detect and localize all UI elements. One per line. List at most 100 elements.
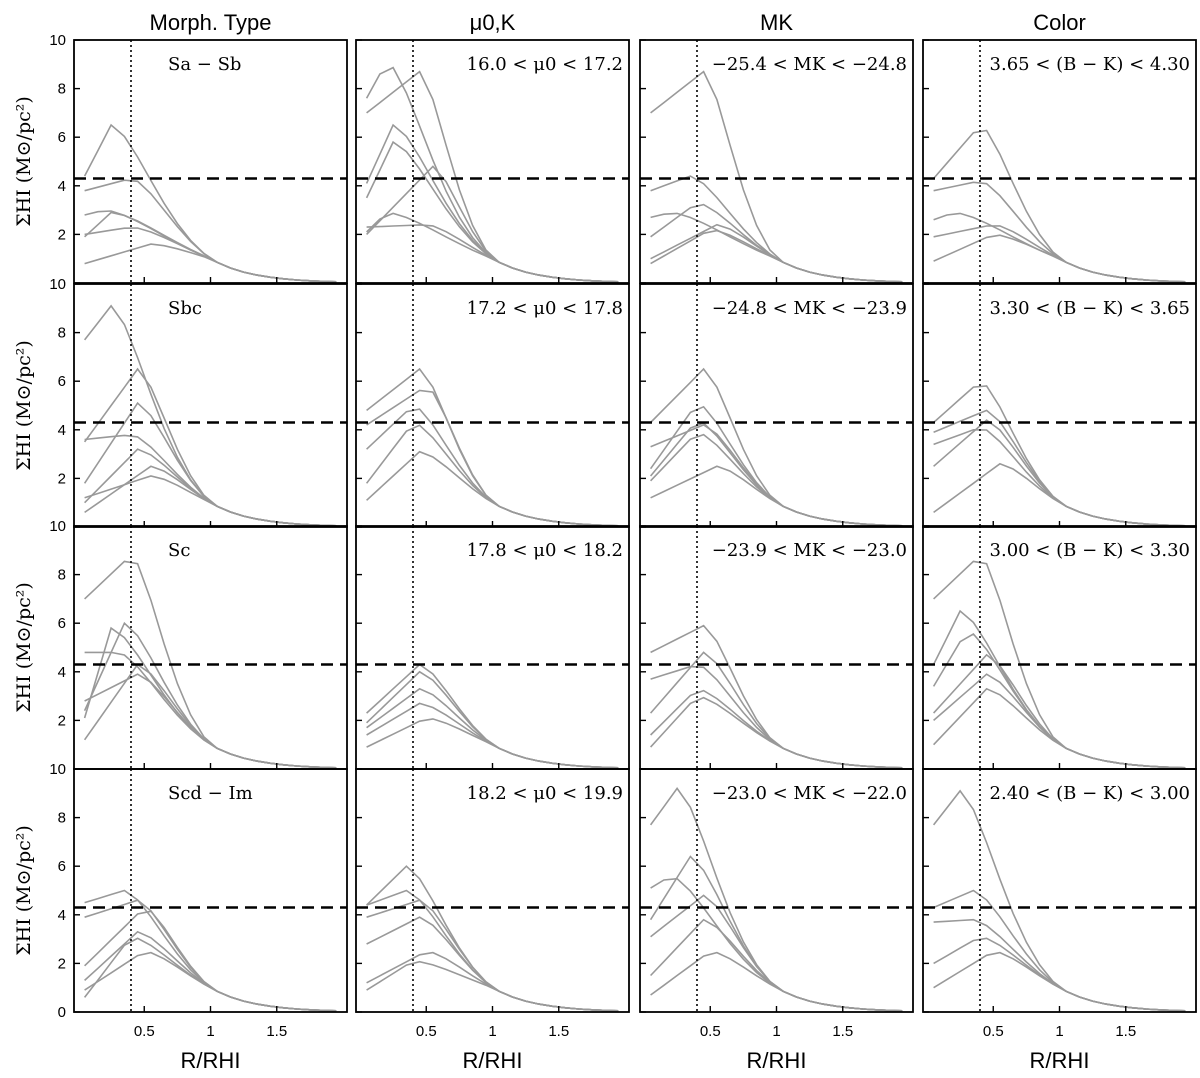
y-tick-label-3-0: 0 xyxy=(58,1004,66,1021)
profile-line-4-5 xyxy=(84,465,337,527)
x-axis-label-1: R/RHI xyxy=(463,1048,523,1073)
profile-line-9-1 xyxy=(366,670,619,769)
profile-line-1-1 xyxy=(366,70,619,283)
profile-line-14-3 xyxy=(650,894,903,1012)
profile-line-13-3 xyxy=(366,916,619,1012)
profile-line-8-3 xyxy=(84,651,337,769)
x-tick-label-0-0: 0.5 xyxy=(134,1023,155,1040)
profile-line-8-1 xyxy=(83,621,337,769)
profile-line-1-6 xyxy=(366,224,619,283)
profile-line-7-4 xyxy=(933,462,1186,527)
panel-label-5: 17.2 < μ0 < 17.8 xyxy=(467,298,623,319)
y-tick-label-1-1: 2 xyxy=(58,470,66,487)
profile-line-15-4 xyxy=(933,951,1186,1012)
profile-line-12-4 xyxy=(83,937,337,1012)
profile-line-10-1 xyxy=(649,651,903,769)
x-axis-label-2: R/RHI xyxy=(747,1048,807,1073)
profile-line-12-1 xyxy=(84,899,337,1012)
column-title-3: Color xyxy=(1033,10,1086,35)
profile-line-0-1 xyxy=(84,179,337,283)
profile-line-4-3 xyxy=(84,434,337,527)
profile-line-7-1 xyxy=(933,409,1186,527)
profile-line-7-2 xyxy=(933,419,1186,527)
y-tick-label-3-3: 6 xyxy=(58,858,66,875)
panel-label-14: −23.0 < MK < −22.0 xyxy=(712,783,907,804)
panel-frame-3 xyxy=(922,39,1197,284)
panel-frame-13 xyxy=(355,768,630,1013)
profile-line-6-3 xyxy=(650,423,903,527)
panel-label-3: 3.65 < (B − K) < 4.30 xyxy=(990,54,1190,75)
profile-line-4-6 xyxy=(84,475,337,527)
profile-line-3-3 xyxy=(933,225,1186,283)
y-tick-label-1-2: 4 xyxy=(58,422,66,439)
y-tick-label-0-2: 4 xyxy=(58,178,66,195)
profile-line-8-5 xyxy=(84,673,337,769)
panel-frame-10 xyxy=(639,525,914,770)
x-tick-label-2-0: 0.5 xyxy=(700,1023,721,1040)
y-tick-label-3-5: 10 xyxy=(49,761,66,778)
y-tick-label-1-4: 8 xyxy=(58,325,66,342)
profile-line-0-3 xyxy=(84,211,337,283)
panel-label-10: −23.9 < MK < −23.0 xyxy=(712,540,907,561)
profile-line-3-2 xyxy=(933,212,1186,283)
profile-line-11-3 xyxy=(933,653,1186,769)
panel-frame-12 xyxy=(73,768,348,1013)
profile-line-8-2 xyxy=(83,626,337,769)
profile-line-5-1 xyxy=(366,389,619,527)
y-tick-label-0-3: 6 xyxy=(58,129,66,146)
panel-label-15: 2.40 < (B − K) < 3.00 xyxy=(990,783,1190,804)
profile-line-6-5 xyxy=(650,465,903,527)
profile-line-9-0 xyxy=(366,663,619,769)
panel-label-7: 3.30 < (B − K) < 3.65 xyxy=(990,298,1190,319)
profile-line-10-2 xyxy=(650,665,903,769)
x-axis-label-3: R/RHI xyxy=(1030,1048,1090,1073)
profile-line-14-4 xyxy=(650,918,903,1012)
profile-line-12-2 xyxy=(84,910,337,1012)
profile-line-4-4 xyxy=(84,448,337,527)
profile-line-3-1 xyxy=(933,181,1186,283)
profile-line-13-4 xyxy=(366,951,619,1012)
profile-line-8-4 xyxy=(83,663,337,769)
y-axis-label-1: ΣHI (M⊙/pc²) xyxy=(13,340,35,471)
profile-line-2-5 xyxy=(650,229,903,283)
profile-line-7-3 xyxy=(933,428,1186,527)
profile-line-13-5 xyxy=(366,960,619,1012)
profile-line-13-2 xyxy=(366,899,619,1012)
y-tick-label-0-1: 2 xyxy=(58,226,66,243)
panel-frame-14 xyxy=(639,768,914,1013)
x-axis-label-0: R/RHI xyxy=(181,1048,241,1073)
y-tick-label-3-4: 8 xyxy=(58,810,66,827)
profile-line-5-4 xyxy=(366,450,619,527)
panel-label-6: −24.8 < MK < −23.9 xyxy=(712,298,907,319)
profile-line-0-4 xyxy=(84,243,337,283)
y-tick-label-3-2: 4 xyxy=(58,907,66,924)
y-tick-label-2-2: 4 xyxy=(58,664,66,681)
profile-line-15-3 xyxy=(933,937,1186,1012)
panel-frame-11 xyxy=(922,525,1197,770)
y-tick-label-2-1: 2 xyxy=(58,712,66,729)
x-tick-label-1-1: 1 xyxy=(488,1023,496,1040)
panel-label-9: 17.8 < μ0 < 18.2 xyxy=(467,540,623,561)
profile-line-10-3 xyxy=(650,689,903,769)
profile-line-1-5 xyxy=(366,212,619,283)
profile-line-9-3 xyxy=(366,702,619,769)
panel-label-4: Sbc xyxy=(168,298,202,319)
profile-line-11-5 xyxy=(933,687,1186,769)
y-axis-label-0: ΣHI (M⊙/pc²) xyxy=(13,96,35,227)
panel-label-0: Sa − Sb xyxy=(168,54,241,75)
y-tick-label-0-4: 8 xyxy=(58,81,66,98)
panel-label-12: Scd − Im xyxy=(168,783,253,804)
profile-line-14-2 xyxy=(650,877,903,1012)
profile-line-10-4 xyxy=(650,696,903,769)
column-title-0: Morph. Type xyxy=(150,10,272,35)
x-tick-label-1-0: 0.5 xyxy=(416,1023,437,1040)
y-tick-label-1-5: 10 xyxy=(49,276,66,293)
profile-line-5-3 xyxy=(365,424,619,527)
profile-line-1-0 xyxy=(365,66,619,283)
y-tick-label-2-5: 10 xyxy=(49,518,66,535)
column-title-2: MK xyxy=(760,10,793,35)
panel-frame-15 xyxy=(922,768,1197,1013)
profile-line-12-5 xyxy=(84,951,337,1012)
x-tick-label-3-0: 0.5 xyxy=(983,1023,1004,1040)
